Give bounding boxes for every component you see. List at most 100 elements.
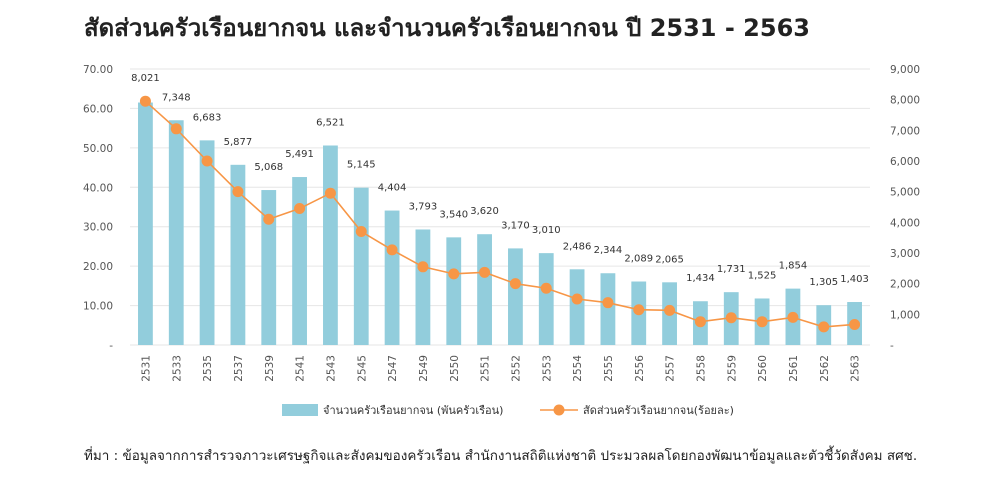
y-right-tick-label: -	[890, 340, 894, 352]
bar	[415, 229, 431, 345]
x-tick-label: 2555	[603, 355, 615, 382]
y-right-tick-label: 3,000	[890, 248, 920, 260]
data-point	[294, 203, 306, 215]
data-point	[355, 226, 367, 238]
data-label: 3,010	[532, 225, 561, 236]
data-point	[479, 266, 491, 278]
x-tick-label: 2556	[634, 355, 646, 382]
y-left-tick-label: 70.00	[83, 64, 113, 76]
bar	[199, 140, 215, 345]
y-left-tick-label: 40.00	[83, 182, 113, 194]
data-point	[324, 187, 336, 199]
data-label: 1,305	[809, 277, 838, 288]
series-line	[144, 100, 855, 328]
data-label: 3,540	[439, 209, 468, 220]
bar	[292, 177, 307, 345]
y-left-tick-label: 30.00	[83, 222, 113, 234]
bar	[446, 237, 462, 345]
data-label: 2,089	[624, 254, 653, 265]
bar	[138, 102, 153, 345]
data-point	[787, 311, 799, 323]
x-tick-label: 2558	[695, 355, 707, 382]
x-tick-label: 2553	[541, 355, 553, 382]
data-label: 5,145	[347, 160, 376, 171]
data-point	[232, 186, 244, 198]
x-tick-label: 2543	[325, 355, 337, 382]
x-tick-label: 2560	[757, 355, 769, 382]
data-label: 6,521	[316, 117, 345, 128]
x-tick-label: 2557	[665, 355, 677, 382]
data-point	[201, 155, 213, 167]
bar	[508, 248, 523, 345]
data-label: 1,403	[840, 274, 869, 285]
y-right-tick-label: 8,000	[890, 95, 920, 107]
x-tick-label: 2549	[418, 355, 430, 382]
data-point	[448, 268, 460, 280]
data-point	[602, 297, 614, 309]
data-point	[509, 278, 521, 290]
x-tick-label: 2541	[295, 355, 307, 382]
legend-bar-label: จำนวนครัวเรือนยากจน (พันครัวเรือน)	[323, 404, 503, 417]
data-label: 5,068	[254, 162, 283, 173]
y-left-tick-label: -	[109, 340, 113, 352]
data-point	[263, 213, 275, 225]
y-right-tick-label: 7,000	[890, 125, 920, 137]
x-tick-label: 2551	[480, 355, 492, 382]
data-label: 6,683	[193, 112, 222, 123]
data-label: 2,486	[563, 241, 592, 252]
data-label: 1,731	[717, 264, 746, 275]
bar	[168, 120, 184, 345]
data-label: 8,021	[131, 73, 160, 84]
y-right-tick-label: 2,000	[890, 279, 920, 291]
data-point	[139, 95, 151, 107]
data-label: 1,525	[748, 270, 777, 281]
data-point	[633, 304, 645, 316]
data-point	[664, 304, 676, 316]
x-tick-label: 2535	[202, 355, 214, 382]
data-point	[849, 318, 861, 330]
chart-title: สัดส่วนครัวเรือนยากจน และจำนวนครัวเรือนย…	[84, 14, 810, 42]
gridlines	[130, 68, 870, 346]
data-label: 1,434	[686, 273, 715, 284]
data-label: 3,170	[501, 220, 530, 231]
data-point	[694, 316, 706, 328]
bar	[538, 253, 554, 345]
axes: - 10.00 20.00 30.00 40.00 50.00 60.00 70.00 - 1,0…	[83, 64, 920, 382]
data-label: 1,854	[779, 261, 808, 272]
x-tick-label: 2559	[726, 355, 738, 382]
x-tick-label: 2533	[171, 355, 183, 382]
y-left-tick-label: 20.00	[83, 261, 113, 273]
x-tick-label: 2537	[233, 355, 245, 382]
bar	[261, 190, 277, 345]
data-label: 3,793	[409, 201, 438, 212]
data-label: 2,344	[594, 245, 623, 256]
data-point	[818, 321, 830, 333]
legend-line-label: สัดส่วนครัวเรือนยากจน(ร้อยละ)	[583, 404, 734, 417]
y-left-tick-label: 60.00	[83, 103, 113, 115]
line-series	[139, 95, 861, 333]
y-right-tick-label: 9,000	[890, 64, 920, 76]
bar	[323, 145, 338, 345]
x-tick-label: 2552	[510, 355, 522, 382]
data-label: 4,404	[378, 183, 407, 194]
data-label: 3,620	[470, 206, 499, 217]
x-tick-label: 2547	[387, 355, 399, 382]
source-note: ที่มา : ข้อมูลจากการสำรวจภาวะเศรษฐกิจและ…	[84, 448, 918, 464]
data-point	[571, 293, 583, 305]
data-label: 7,348	[162, 92, 191, 103]
x-tick-label: 2562	[819, 355, 831, 382]
legend-bar-swatch	[282, 404, 318, 416]
y-left-tick-label: 10.00	[83, 301, 113, 313]
bar	[477, 234, 492, 345]
data-point	[170, 123, 182, 135]
data-point	[540, 282, 552, 294]
y-right-tick-label: 6,000	[890, 156, 920, 168]
bar	[569, 269, 585, 345]
data-label: 5,491	[285, 149, 314, 160]
data-label: 5,877	[224, 137, 253, 148]
y-right-tick-label: 1,000	[890, 309, 920, 321]
x-tick-label: 2531	[140, 355, 152, 382]
bar	[384, 210, 400, 345]
